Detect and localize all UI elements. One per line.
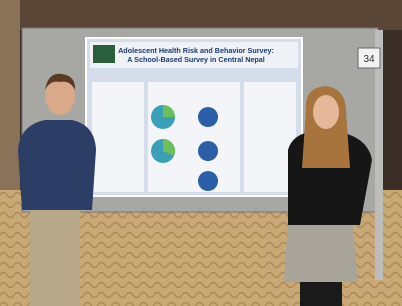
- poster-column: [148, 82, 240, 192]
- pie: [198, 141, 218, 161]
- head: [313, 95, 339, 129]
- shirt: [18, 120, 96, 210]
- poster-logo: [93, 45, 115, 63]
- poster-columns: [92, 82, 296, 192]
- pie: [198, 171, 218, 191]
- pie: [198, 107, 218, 127]
- left-wall: [0, 0, 20, 200]
- photo: 34 Adolescent Health Risk and Behavior S…: [0, 0, 402, 306]
- board-number: 34: [363, 54, 375, 65]
- skirt: [284, 218, 358, 282]
- poster-title: Adolescent Health Risk and Behavior Surv…: [118, 46, 274, 55]
- poster-subtitle: A School-Based Survey in Central Nepal: [127, 55, 265, 64]
- ceiling: [0, 0, 402, 30]
- poster-column: [92, 82, 144, 192]
- trousers: [30, 208, 80, 306]
